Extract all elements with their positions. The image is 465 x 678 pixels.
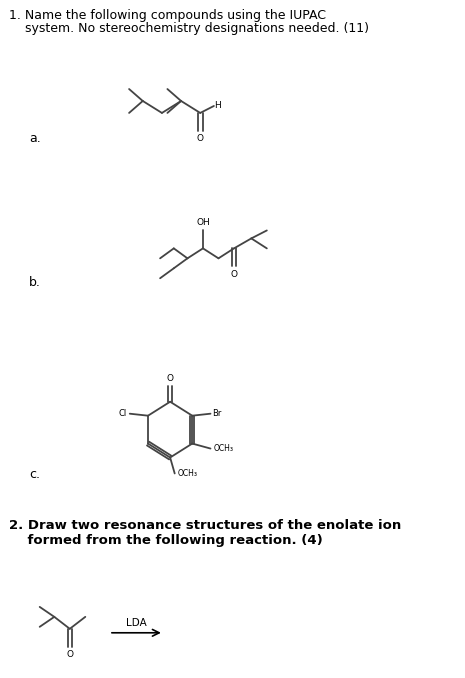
Text: LDA: LDA xyxy=(126,618,147,628)
Text: OH: OH xyxy=(196,218,210,227)
Text: system. No stereochemistry designations needed. (11): system. No stereochemistry designations … xyxy=(9,22,369,35)
Text: 2. Draw two resonance structures of the enolate ion: 2. Draw two resonance structures of the … xyxy=(9,519,401,532)
Text: OCH₃: OCH₃ xyxy=(213,444,233,453)
Text: H: H xyxy=(214,102,221,111)
Text: c.: c. xyxy=(29,468,40,481)
Text: O: O xyxy=(66,650,73,659)
Text: formed from the following reaction. (4): formed from the following reaction. (4) xyxy=(9,534,322,546)
Text: b.: b. xyxy=(29,276,40,289)
Text: O: O xyxy=(231,270,238,279)
Text: 1. Name the following compounds using the IUPAC: 1. Name the following compounds using th… xyxy=(9,9,325,22)
Text: O: O xyxy=(166,374,173,383)
Text: O: O xyxy=(197,134,204,143)
Text: a.: a. xyxy=(29,132,40,145)
Text: Cl: Cl xyxy=(119,410,126,418)
Text: Br: Br xyxy=(212,410,221,418)
Text: OCH₃: OCH₃ xyxy=(178,469,198,478)
